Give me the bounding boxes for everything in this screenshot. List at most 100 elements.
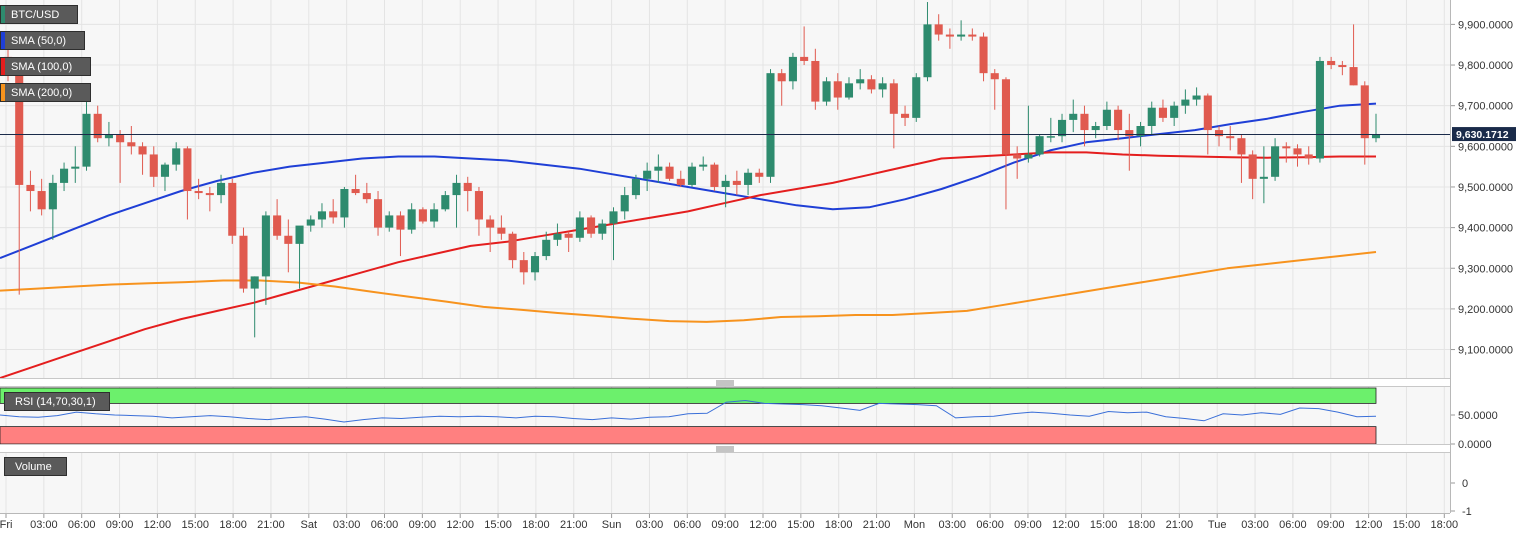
last-price-badge: 9,630.1712 [1452,127,1516,142]
candle-body [1181,99,1190,106]
instrument-label: BTC/USD [11,9,60,21]
candle-body [239,235,248,289]
sma200-tag[interactable]: SMA (200,0) [0,83,91,102]
candle-body [273,215,282,236]
candle-body [217,182,226,196]
candle-body [979,36,988,74]
candle [486,215,495,252]
candle [968,28,977,41]
candle [116,130,125,183]
candle-body [474,191,483,220]
candle-body [385,215,394,228]
rsi-line [0,399,1377,423]
candle-body [1024,154,1033,159]
candle-body [160,164,170,177]
sma50-line [0,102,1377,260]
x-tick-label: 03:00 [333,519,361,531]
candle [430,203,439,228]
candle [418,207,427,224]
candle-body [1114,109,1123,131]
candle-body [744,172,753,185]
x-tick-label: 18:00 [522,519,550,531]
candle-body [183,148,192,192]
x-tick-label: 09:00 [711,519,739,531]
candle [889,79,898,149]
candle [732,170,741,196]
candle-body [631,178,640,196]
candle [901,105,910,126]
x-tick-label: 09:00 [1317,519,1345,531]
candle [138,142,147,175]
candle-body [48,182,57,210]
x-tick-label: 18:00 [219,519,247,531]
candle-body [1057,119,1067,137]
candle-body [1203,95,1212,131]
candle-body [699,164,708,167]
candle-body [643,170,652,179]
last-price-label: 9,630.1712 [1456,129,1509,141]
sma100-tag[interactable]: SMA (100,0) [0,57,91,76]
volume-tag[interactable]: Volume [4,457,67,476]
instrument-tag[interactable]: BTC/USD [0,5,78,24]
candle-body [1338,65,1347,68]
candle [362,182,371,204]
candle-body [15,69,24,185]
candle-body [1158,107,1167,118]
candle-body [609,211,618,224]
volume-y-tick-label: 0 [1462,478,1468,490]
candle [1304,146,1313,165]
candle [93,105,102,143]
candle-body [800,56,809,61]
candle [1214,126,1224,147]
candle-body [1170,105,1179,118]
candle-body [127,142,136,147]
candle-body [1192,95,1201,100]
candle [643,162,652,192]
x-tick-label: 15:00 [1393,519,1421,531]
candle-body [1349,67,1358,86]
candle-body [407,209,416,230]
candle-body [901,113,910,118]
rsi-pane-resize-handle[interactable] [716,380,734,386]
candle [71,146,80,183]
candle-body [26,184,35,192]
candle [878,77,887,98]
candle [37,178,46,216]
candle-body [60,168,69,183]
candle [172,142,181,171]
candle [497,215,506,240]
candle-body [867,79,876,90]
x-tick-label: 06:00 [976,519,1004,531]
candle [620,186,629,220]
candle-body [1248,154,1257,179]
candle-body [82,113,91,167]
sma200-swatch [1,84,5,101]
sma-layer [0,102,1377,379]
candle [228,178,237,244]
candle [519,252,528,285]
candle [205,186,214,212]
candle-body [575,217,584,238]
rsi-tag[interactable]: RSI (14,70,30,1) [4,392,110,411]
candle [160,162,170,192]
candle [777,69,786,106]
candle [217,174,226,204]
candle-body [295,225,304,244]
sma50-tag[interactable]: SMA (50,0) [0,31,85,50]
x-tick-label: 12:00 [1052,519,1080,531]
candle [194,178,203,200]
candle-body [1293,148,1302,155]
x-tick-label: 15:00 [787,519,815,531]
candle-body [777,73,786,82]
candle-body [844,83,854,98]
volume-pane-resize-handle[interactable] [716,446,734,452]
candle-body [1080,113,1089,131]
candle [1035,134,1044,157]
candle [676,170,685,187]
candle [654,154,663,183]
candle [587,215,596,238]
candle [48,174,57,240]
candle [1315,56,1324,163]
candle-body [1046,136,1055,138]
